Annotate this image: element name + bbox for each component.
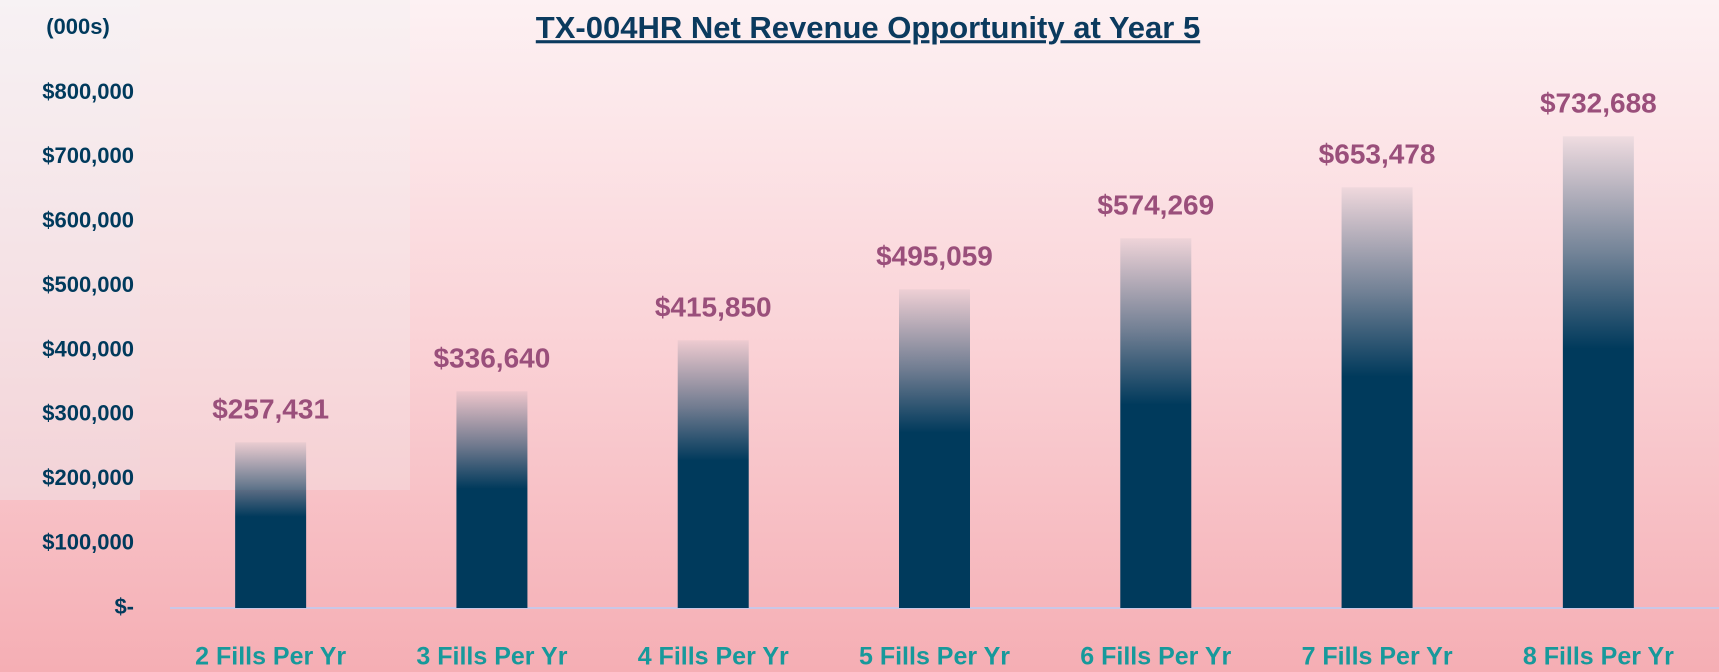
y-tick-label: $100,000 — [42, 529, 134, 554]
y-tick-label: $300,000 — [42, 401, 134, 426]
bar — [1120, 238, 1192, 608]
bar — [456, 391, 528, 608]
bar — [235, 442, 307, 608]
y-tick-label: $800,000 — [42, 79, 134, 104]
bar — [899, 289, 970, 608]
bar — [1562, 136, 1634, 608]
chart-title: TX-004HR Net Revenue Opportunity at Year… — [536, 10, 1200, 45]
value-label: $653,478 — [1319, 139, 1436, 170]
y-tick-label: $200,000 — [42, 465, 134, 490]
y-tick-label: $400,000 — [42, 336, 134, 361]
x-tick-label: 2 Fills Per Yr — [195, 643, 346, 671]
x-tick-label: 8 Fills Per Yr — [1523, 643, 1674, 671]
y-unit-label: (000s) — [46, 14, 110, 39]
value-label: $257,431 — [212, 394, 329, 425]
value-label: $732,688 — [1540, 88, 1657, 119]
value-label: $495,059 — [876, 241, 993, 272]
value-label: $336,640 — [434, 343, 551, 374]
x-tick-label: 6 Fills Per Yr — [1080, 643, 1231, 671]
bar — [677, 340, 749, 608]
bar — [1341, 187, 1413, 608]
x-tick-label: 4 Fills Per Yr — [638, 643, 789, 671]
value-label: $415,850 — [655, 292, 772, 323]
value-label: $574,269 — [1097, 190, 1214, 221]
x-tick-label: 3 Fills Per Yr — [416, 643, 567, 671]
y-tick-label: $700,000 — [42, 143, 134, 168]
y-tick-label: $500,000 — [42, 272, 134, 297]
background-panel — [140, 0, 410, 490]
y-tick-label: $600,000 — [42, 208, 134, 233]
x-tick-label: 7 Fills Per Yr — [1302, 643, 1453, 671]
x-tick-label: 5 Fills Per Yr — [859, 643, 1010, 671]
y-tick-label: $- — [114, 594, 134, 619]
background-panel — [0, 0, 140, 500]
